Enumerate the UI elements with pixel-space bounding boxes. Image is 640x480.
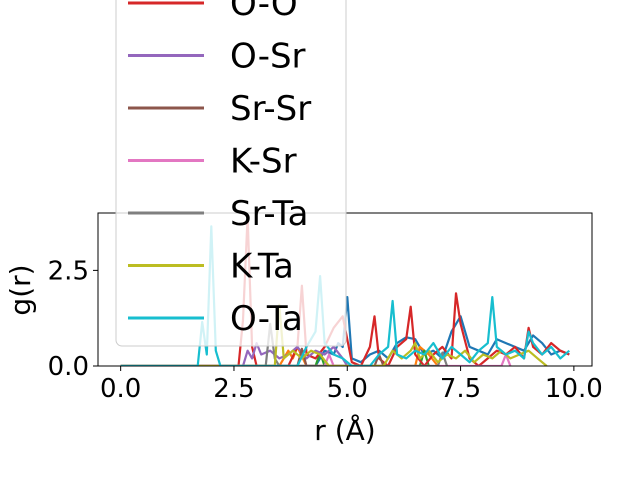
legend-label: Sr-Sr — [230, 89, 311, 129]
legend-box — [115, 0, 347, 347]
legend-label: K-Sr — [230, 142, 297, 182]
legend-label: Sr-Ta — [230, 194, 309, 234]
x-axis-ticks: 0.0 2.5 5.0 7.5 10.0 — [100, 366, 603, 404]
series-line-7 — [120, 322, 449, 366]
legend-label: K-Ta — [230, 247, 294, 287]
y-axis-label: g(r) — [4, 264, 37, 315]
series-line-4 — [120, 342, 349, 366]
series-lines — [120, 215, 571, 366]
legend: O-O O-Sr Sr-Sr K-Sr Sr-Ta K-Ta O-Ta — [115, 0, 347, 347]
x-tick-label: 10.0 — [545, 374, 603, 404]
legend-label: O-Sr — [230, 37, 306, 77]
series-line-9 — [120, 225, 571, 366]
x-tick-label: 0.0 — [100, 374, 141, 404]
x-tick-label: 7.5 — [440, 374, 481, 404]
y-axis-ticks: 0.0 2.5 — [48, 256, 98, 382]
x-axis-label: r (Å) — [314, 413, 375, 447]
series-line-2 — [120, 349, 430, 366]
x-tick-label: 5.0 — [327, 374, 368, 404]
y-tick-label: 0.0 — [48, 352, 89, 382]
x-tick-label: 2.5 — [213, 374, 254, 404]
legend-label: O-O — [230, 0, 298, 24]
y-tick-label: 2.5 — [48, 256, 89, 286]
legend-label: O-Ta — [230, 299, 303, 339]
